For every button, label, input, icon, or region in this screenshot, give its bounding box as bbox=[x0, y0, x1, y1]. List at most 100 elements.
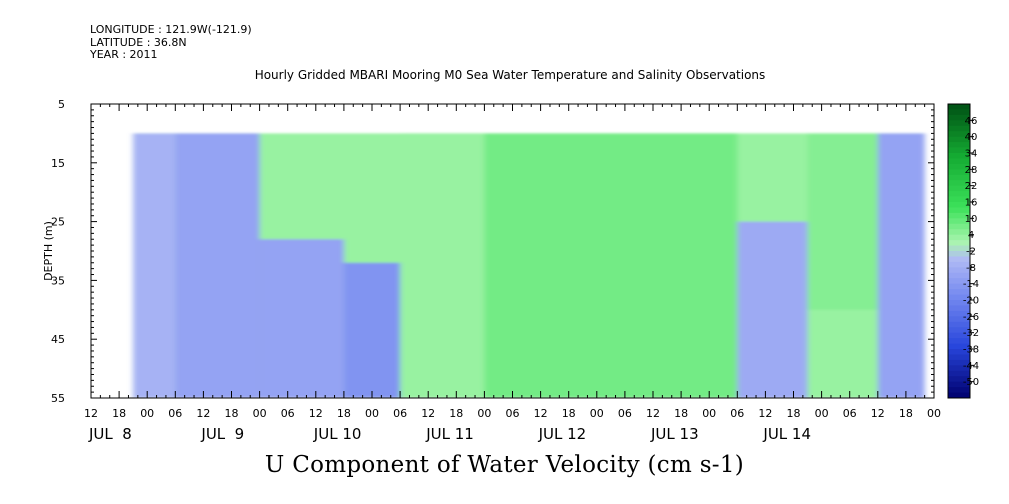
y-tick-label: 5 bbox=[58, 98, 65, 111]
colorbar: 46 40 34 28 22 16 10 4 -2 -8 -14 -20 -26 -32 -38 -44 -50 bbox=[947, 103, 979, 399]
x-tick-label: 00 bbox=[927, 407, 941, 420]
colorbar-label: -26 bbox=[963, 312, 979, 323]
colorbar-swatch bbox=[948, 354, 970, 361]
colorbar-swatch bbox=[948, 234, 970, 241]
heatmap-cell bbox=[343, 262, 401, 398]
colorbar-swatch bbox=[948, 381, 970, 388]
colorbar-swatch bbox=[948, 289, 970, 295]
heatmap-cell bbox=[807, 133, 878, 310]
colorbar-swatch bbox=[948, 338, 970, 344]
x-tick-label: 12 bbox=[871, 407, 885, 420]
colorbar-label: -2 bbox=[966, 247, 976, 258]
colorbar-label: -44 bbox=[963, 361, 979, 372]
heatmap-cell bbox=[484, 133, 738, 398]
variable-title: U Component of Water Velocity (cm s-1) bbox=[264, 452, 745, 478]
colorbar-swatch bbox=[948, 310, 970, 317]
mooring-metadata: LONGITUDE : 121.9W(-121.9) LATITUDE : 36… bbox=[90, 23, 252, 62]
y-tick-label: 25 bbox=[51, 216, 65, 229]
colorbar-swatch bbox=[948, 349, 970, 355]
colorbar-swatch bbox=[948, 196, 970, 203]
heatmap-cell bbox=[175, 133, 260, 398]
x-tick-label: 12 bbox=[534, 407, 548, 420]
colorbar-swatch bbox=[948, 158, 970, 165]
latitude-label: LATITUDE : 36.8N bbox=[90, 35, 187, 49]
colorbar-swatch bbox=[948, 343, 970, 350]
colorbar-swatch bbox=[948, 332, 970, 339]
colorbar-swatch bbox=[948, 376, 970, 383]
x-tick-label: 06 bbox=[281, 407, 295, 420]
colorbar-label: -32 bbox=[963, 328, 979, 339]
colorbar-swatch bbox=[948, 163, 970, 170]
colorbar-swatch bbox=[948, 370, 970, 377]
x-tick-label: 00 bbox=[253, 407, 267, 420]
colorbar-swatch bbox=[948, 392, 970, 399]
x-tick-label: 06 bbox=[618, 407, 632, 420]
colorbar-label: 34 bbox=[965, 149, 978, 160]
heatmap-cell bbox=[877, 133, 925, 398]
colorbar-swatch bbox=[948, 136, 970, 143]
colorbar-swatch bbox=[948, 316, 970, 323]
colorbar-swatch bbox=[948, 125, 970, 132]
colorbar-swatch bbox=[948, 305, 970, 312]
heatmap-field bbox=[133, 133, 925, 398]
colorbar-swatch bbox=[948, 104, 970, 110]
x-day-label: JUL 10 bbox=[313, 425, 362, 443]
x-day-label: JUL 11 bbox=[425, 425, 474, 443]
colorbar-label: -8 bbox=[966, 263, 976, 274]
y-axis-label: DEPTH (m) bbox=[42, 221, 55, 281]
colorbar-label: 46 bbox=[965, 116, 978, 127]
x-tick-label: 00 bbox=[702, 407, 716, 420]
colorbar-label: -38 bbox=[963, 345, 979, 356]
colorbar-swatch bbox=[948, 142, 970, 148]
colorbar-label: 28 bbox=[965, 165, 978, 176]
heatmap-cell bbox=[400, 133, 485, 398]
x-tick-label: 18 bbox=[449, 407, 463, 420]
x-tick-label: 00 bbox=[815, 407, 829, 420]
colorbar-swatch bbox=[948, 202, 970, 208]
colorbar-swatch bbox=[948, 114, 970, 121]
colorbar-swatch bbox=[948, 212, 970, 219]
colorbar-swatch bbox=[948, 153, 970, 159]
colorbar-label: 16 bbox=[965, 198, 978, 209]
x-tick-label: 18 bbox=[562, 407, 576, 420]
x-day-label: JUL 13 bbox=[650, 425, 699, 443]
colorbar-swatch bbox=[948, 174, 970, 181]
colorbar-swatch bbox=[948, 191, 970, 197]
colorbar-label: 40 bbox=[965, 132, 978, 143]
x-tick-label: 12 bbox=[646, 407, 660, 420]
colorbar-swatch bbox=[948, 321, 970, 328]
colorbar-swatch bbox=[948, 169, 970, 176]
x-tick-label: 06 bbox=[168, 407, 182, 420]
colorbar-swatch bbox=[948, 278, 970, 285]
colorbar-label: -20 bbox=[963, 296, 979, 307]
colorbar-swatch bbox=[948, 218, 970, 225]
x-tick-label: 06 bbox=[843, 407, 857, 420]
colorbar-swatch bbox=[948, 283, 970, 290]
x-tick-label: 12 bbox=[421, 407, 435, 420]
colorbar-swatch bbox=[948, 256, 970, 263]
x-day-label: JUL 12 bbox=[538, 425, 587, 443]
colorbar-swatch bbox=[948, 294, 970, 301]
colorbar-swatch bbox=[948, 300, 970, 306]
colorbar-swatch bbox=[948, 207, 970, 214]
y-tick-label: 35 bbox=[51, 274, 65, 287]
colorbar-label: 22 bbox=[965, 181, 978, 192]
heatmap-cell bbox=[259, 239, 344, 398]
colorbar-swatch bbox=[948, 261, 970, 268]
heatmap-cell bbox=[737, 221, 808, 398]
colorbar-label: -50 bbox=[963, 377, 979, 388]
x-tick-label: 00 bbox=[590, 407, 604, 420]
colorbar-swatch bbox=[948, 245, 970, 252]
x-tick-label: 00 bbox=[477, 407, 491, 420]
x-tick-label: 12 bbox=[309, 407, 323, 420]
colorbar-swatch bbox=[948, 131, 970, 138]
x-tick-label: 18 bbox=[899, 407, 913, 420]
colorbar-swatch bbox=[948, 180, 970, 187]
colorbar-label: -14 bbox=[963, 279, 979, 290]
colorbar-swatch bbox=[948, 109, 970, 116]
colorbar-swatch bbox=[948, 240, 970, 246]
colorbar-swatch bbox=[948, 223, 970, 230]
x-tick-label: 06 bbox=[730, 407, 744, 420]
colorbar-swatch bbox=[948, 185, 970, 192]
